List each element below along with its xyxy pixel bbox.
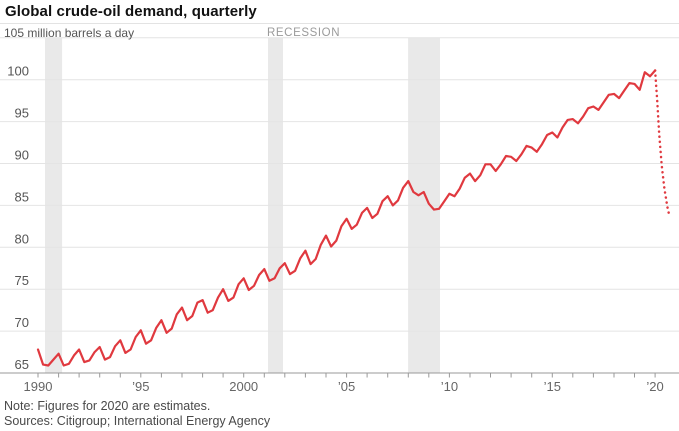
demand-line	[36, 69, 657, 367]
y-axis-label: 65	[15, 357, 29, 372]
sources-line: Sources: Citigroup; International Energy…	[4, 414, 271, 428]
y-axis-label: 70	[15, 315, 29, 330]
footnote: Note: Figures for 2020 are estimates.	[4, 399, 211, 413]
y-axis-label: 80	[15, 231, 29, 246]
y-axis-unit-label: 105 million barrels a day	[4, 26, 135, 40]
y-axis-label: 75	[15, 273, 29, 288]
recession-legend-label: RECESSION	[267, 27, 341, 39]
x-axis-label: ’20	[646, 379, 663, 394]
x-axis-label: ’05	[338, 379, 355, 394]
y-axis-label: 100	[7, 64, 29, 79]
y-axis-label: 90	[15, 148, 29, 163]
title-divider	[0, 23, 679, 24]
x-axis-label: ’10	[441, 379, 458, 394]
x-axis-label: ’15	[544, 379, 561, 394]
x-axis-label: 2000	[229, 379, 258, 394]
demand-line-2020-estimate	[653, 69, 671, 216]
x-axis-label: ’95	[132, 379, 149, 394]
y-axis-label: 95	[15, 106, 29, 121]
y-axis-label: 85	[15, 189, 29, 204]
x-axis-label: 1990	[24, 379, 53, 394]
chart-title: Global crude-oil demand, quarterly	[5, 3, 257, 20]
